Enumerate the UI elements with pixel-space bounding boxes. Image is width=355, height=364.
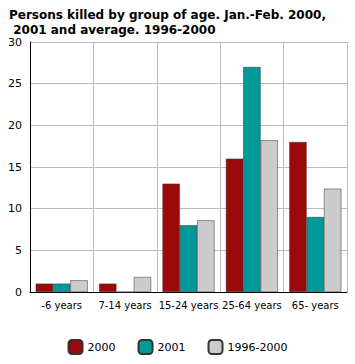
svg-text:65- years: 65- years (292, 300, 339, 311)
svg-text:15: 15 (8, 161, 22, 174)
svg-text:7-14 years: 7-14 years (98, 300, 151, 311)
svg-text:Persons killed by group of age: Persons killed by group of age. Jan.-Feb… (9, 8, 326, 22)
svg-text:-6 years: -6 years (41, 300, 82, 311)
svg-text:25-64 years: 25-64 years (222, 300, 282, 311)
svg-text:15-24 years: 15-24 years (159, 300, 219, 311)
svg-text:10: 10 (8, 202, 22, 215)
svg-text:0: 0 (15, 286, 22, 299)
svg-text:2001 and average. 1996-2000: 2001 and average. 1996-2000 (9, 23, 215, 37)
svg-text:25: 25 (8, 77, 22, 90)
svg-text:20: 20 (8, 119, 22, 132)
svg-text:1996-2000: 1996-2000 (228, 341, 288, 354)
svg-text:30: 30 (8, 36, 22, 49)
svg-text:5: 5 (15, 244, 22, 257)
svg-text:2001: 2001 (158, 341, 186, 354)
svg-text:2000: 2000 (88, 341, 116, 354)
